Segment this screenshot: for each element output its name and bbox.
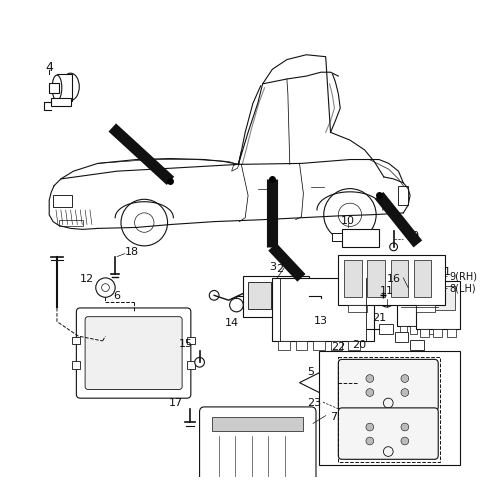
- Text: 21: 21: [372, 312, 386, 322]
- Bar: [410, 327, 417, 334]
- Text: 20: 20: [353, 339, 367, 349]
- Ellipse shape: [52, 76, 62, 101]
- Polygon shape: [300, 373, 338, 393]
- Bar: [433, 330, 442, 337]
- Text: 19: 19: [406, 231, 420, 241]
- Circle shape: [229, 299, 243, 312]
- Bar: [342, 230, 379, 247]
- Bar: [72, 337, 80, 345]
- Bar: [396, 288, 443, 327]
- FancyBboxPatch shape: [338, 408, 438, 459]
- Text: 1: 1: [444, 267, 450, 276]
- Bar: [187, 362, 195, 369]
- Circle shape: [366, 375, 374, 383]
- Bar: [313, 341, 325, 350]
- Circle shape: [314, 299, 328, 312]
- Bar: [212, 417, 303, 431]
- Bar: [279, 282, 302, 309]
- Text: 11: 11: [380, 285, 394, 295]
- FancyBboxPatch shape: [76, 308, 191, 398]
- Text: 10: 10: [341, 215, 355, 225]
- Bar: [338, 358, 440, 462]
- Bar: [272, 278, 374, 341]
- Circle shape: [401, 437, 409, 445]
- Text: 14: 14: [225, 317, 239, 327]
- Text: 3: 3: [269, 262, 276, 272]
- Bar: [416, 305, 435, 312]
- Bar: [53, 196, 72, 208]
- Text: 16: 16: [386, 273, 401, 283]
- Bar: [57, 75, 72, 102]
- Bar: [243, 276, 309, 317]
- Bar: [398, 186, 408, 206]
- Circle shape: [390, 243, 397, 251]
- Bar: [72, 362, 80, 369]
- Circle shape: [379, 292, 395, 307]
- Bar: [348, 305, 367, 312]
- Text: 8(LH): 8(LH): [449, 283, 476, 293]
- Bar: [248, 282, 271, 309]
- Circle shape: [401, 375, 409, 383]
- Bar: [395, 333, 408, 342]
- Text: 15: 15: [179, 338, 193, 348]
- Bar: [333, 234, 342, 242]
- Circle shape: [209, 291, 219, 301]
- Text: 6: 6: [114, 291, 120, 301]
- Circle shape: [366, 437, 374, 445]
- Text: 4: 4: [45, 61, 53, 74]
- Bar: [367, 261, 385, 298]
- Text: 7: 7: [331, 411, 337, 421]
- Text: 2: 2: [276, 264, 284, 273]
- Bar: [296, 341, 307, 350]
- Bar: [447, 330, 456, 337]
- Bar: [338, 255, 445, 305]
- Text: 5: 5: [308, 366, 315, 376]
- Bar: [344, 261, 361, 298]
- Bar: [391, 261, 408, 298]
- Bar: [319, 351, 459, 465]
- Circle shape: [96, 278, 115, 298]
- FancyBboxPatch shape: [200, 407, 316, 484]
- Bar: [187, 337, 195, 345]
- Text: 12: 12: [80, 273, 94, 283]
- Bar: [430, 327, 436, 334]
- Bar: [416, 281, 459, 330]
- Bar: [348, 341, 360, 350]
- Text: 23: 23: [307, 397, 321, 407]
- Ellipse shape: [62, 74, 79, 101]
- Bar: [51, 99, 71, 107]
- Text: 18: 18: [125, 246, 139, 256]
- Text: 9(RH): 9(RH): [449, 272, 477, 281]
- Bar: [420, 327, 427, 334]
- Bar: [59, 220, 83, 227]
- Bar: [414, 261, 432, 298]
- FancyBboxPatch shape: [338, 360, 438, 411]
- Text: 22: 22: [331, 341, 346, 351]
- Text: 17: 17: [169, 397, 183, 407]
- Bar: [400, 327, 407, 334]
- Circle shape: [366, 389, 374, 396]
- Bar: [331, 341, 342, 350]
- Circle shape: [366, 424, 374, 431]
- Text: 13: 13: [314, 315, 328, 325]
- Bar: [49, 84, 59, 93]
- Bar: [278, 341, 290, 350]
- Bar: [420, 330, 429, 337]
- Bar: [410, 340, 424, 350]
- Circle shape: [401, 424, 409, 431]
- Bar: [379, 325, 393, 334]
- FancyBboxPatch shape: [85, 317, 182, 390]
- Circle shape: [195, 358, 204, 367]
- Circle shape: [401, 389, 409, 396]
- Polygon shape: [231, 164, 240, 172]
- Bar: [421, 286, 455, 310]
